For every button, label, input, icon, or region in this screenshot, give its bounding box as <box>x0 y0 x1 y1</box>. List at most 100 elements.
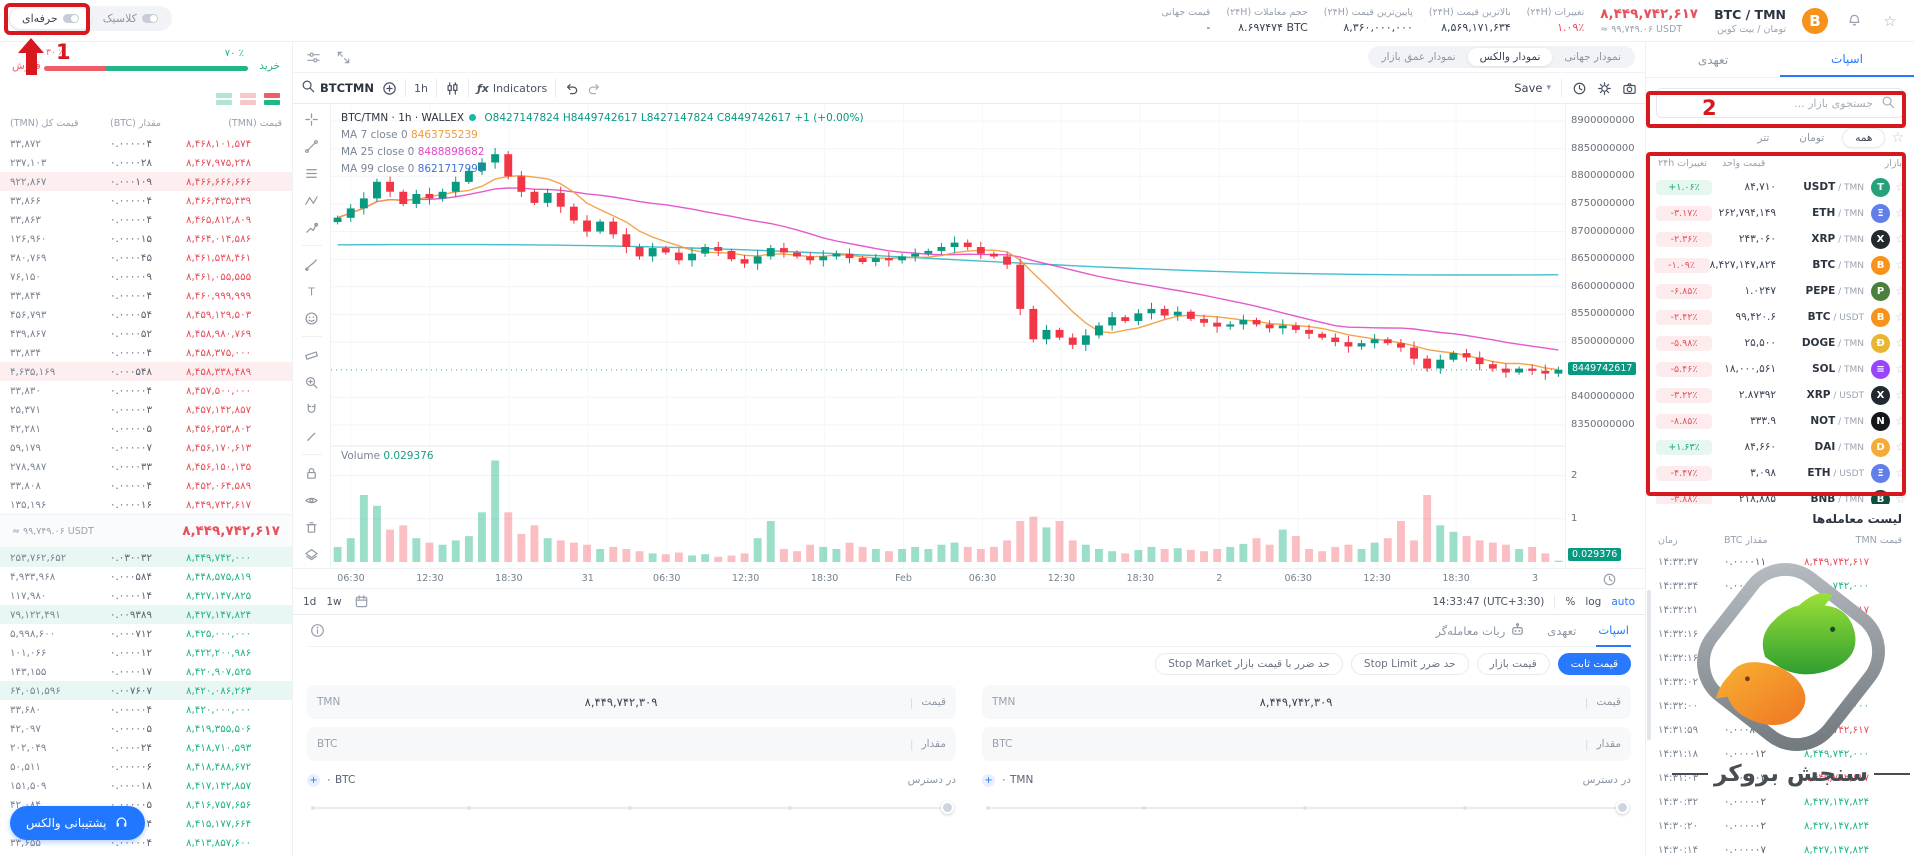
orderbook-row-sell[interactable]: ۸,۴۴۹,۷۴۲,۶۱۷ ۰.۰۰۰۰۱۶ ۱۳۵,۱۹۶ <box>10 498 252 511</box>
market-row-sol-tmn[interactable]: ☆ ≡ SOL / TMN ۱۸,۰۰۰,۵۶۱ -۵.۴۶٪ <box>1646 356 1914 382</box>
trend-tool-icon[interactable] <box>301 137 323 155</box>
expand-icon[interactable] <box>333 47 353 67</box>
form-tab-bot[interactable]: ربات معامله‌گر <box>1433 615 1527 648</box>
percent-scale-button[interactable]: % <box>1565 595 1576 608</box>
alert-icon[interactable] <box>1572 81 1587 96</box>
orderbook-row-buy[interactable]: ۸,۴۴۹,۷۴۲,۰۰۰ ۰.۰۳۰۰۳۲ ۲۵۳,۷۶۲,۶۵۲ <box>0 548 292 567</box>
buy-amount-slider[interactable] <box>986 799 1629 817</box>
log-scale-button[interactable]: log <box>1585 595 1602 608</box>
orderbook-row-sell[interactable]: ۸,۴۵۷,۵۰۰,۰۰۰ ۰.۰۰۰۰۰۴ ۳۳,۸۳۰ <box>10 384 252 397</box>
sell-slider-handle[interactable] <box>941 801 954 814</box>
orderbook-row-sell[interactable]: ۸,۴۶۶,۶۶۶,۶۶۶ ۰.۰۰۰۱۰۹ ۹۲۲,۸۶۷ <box>0 172 292 191</box>
layers-tool-icon[interactable] <box>301 545 323 563</box>
chart-canvas[interactable]: BTC/TMN · 1h · WALLEX O8427147824 H84497… <box>331 104 1565 568</box>
orderbook-row-buy[interactable]: ۸,۴۲۷,۱۴۷,۸۲۵ ۰.۰۰۰۰۱۴ ۱۱۷,۹۸۰ <box>10 589 252 602</box>
orderbook-row-sell[interactable]: ۸,۴۶۴,۰۱۴,۵۸۶ ۰.۰۰۰۰۱۵ ۱۲۶,۹۶۰ <box>10 232 252 245</box>
orderbook-row-sell[interactable]: ۸,۴۵۸,۹۸۰,۷۶۹ ۰.۰۰۰۰۵۲ ۴۳۹,۸۶۷ <box>10 327 252 340</box>
market-row-usdt-tmn[interactable]: ☆ T USDT / TMN ۸۴,۷۱۰ +۱.۰۶٪ <box>1646 174 1914 200</box>
market-row-bnb-tmn[interactable]: ☆ B BNB / TMN ۲۱۸,۸۸۵ -۳.۸۸٪ <box>1646 486 1914 504</box>
redo-button[interactable] <box>587 81 602 96</box>
range-1d-button[interactable]: 1d <box>303 595 317 608</box>
orderbook-row-buy[interactable]: ۸,۴۲۵,۰۰۰,۰۰۰ ۰.۰۰۰۷۱۲ ۵,۹۹۸,۶۰۰ <box>10 627 252 640</box>
market-row-btc-usdt[interactable]: ☆ B BTC / USDT ۹۹,۴۲۰.۶ -۲.۴۲٪ <box>1646 304 1914 330</box>
time-axis[interactable]: 06:30 12:30 18:30 31 06:30 12:30 18:30 Feb 06:30… <box>293 568 1645 588</box>
text-tool-icon[interactable]: T <box>301 282 323 300</box>
orderbook-row-sell[interactable]: ۸,۴۶۷,۹۷۵,۲۴۸ ۰.۰۰۰۰۲۸ ۲۳۷,۱۰۳ <box>10 156 252 169</box>
orderbook-row-buy[interactable]: ۸,۴۲۰,۰۰۰,۰۰۰ ۰.۰۰۰۰۰۴ ۳۳,۶۸۰ <box>10 703 252 716</box>
auto-scale-button[interactable]: auto <box>1611 595 1635 608</box>
market-row-btc-tmn[interactable]: ☆ B BTC / TMN ۸,۴۲۷,۱۴۷,۸۲۴ -۱.۰۹٪ <box>1646 252 1914 278</box>
order-type-limit[interactable]: قیمت ثابت <box>1557 653 1631 675</box>
support-button[interactable]: پشتیبانی والکس <box>10 806 146 840</box>
orderbook-row-sell[interactable]: ۸,۴۶۱,۵۳۸,۴۶۱ ۰.۰۰۰۰۴۵ ۳۸۰,۷۶۹ <box>10 251 252 264</box>
forecast-tool-icon[interactable] <box>301 218 323 236</box>
classic-mode-button[interactable]: کلاسیک <box>91 8 170 29</box>
star-icon[interactable]: ☆ <box>1895 440 1906 454</box>
current-price-row[interactable]: ۸,۴۴۹,۷۴۲,۶۱۷ ≈ ۹۹,۷۴۹.۰۶ USDT <box>0 514 292 548</box>
sell-amount-field[interactable]: مقدار | BTC <box>307 727 956 761</box>
orderbook-row-sell[interactable]: ۸,۴۶۸,۱۰۱,۵۷۴ ۰.۰۰۰۰۰۴ ۳۳,۸۷۲ <box>10 137 252 150</box>
save-button[interactable]: Save ▾ <box>1514 81 1551 95</box>
filter-toman[interactable]: تومان <box>1799 132 1825 144</box>
orderbook-row-sell[interactable]: ۸,۴۵۷,۱۴۲,۸۵۷ ۰.۰۰۰۰۰۳ ۲۵,۳۷۱ <box>10 403 252 416</box>
star-icon[interactable]: ☆ <box>1895 362 1906 376</box>
star-icon[interactable]: ☆ <box>1895 466 1906 480</box>
orderbook-row-buy[interactable]: ۸,۴۱۹,۳۵۵,۵۰۶ ۰.۰۰۰۰۰۵ ۴۲,۰۹۷ <box>10 722 252 735</box>
orderbook-row-buy[interactable]: ۸,۴۱۷,۱۴۲,۸۵۷ ۰.۰۰۰۰۱۸ ۱۵۱,۵۰۹ <box>10 779 252 792</box>
sell-price-field[interactable]: قیمت | ۸,۴۴۹,۷۴۲,۳۰۹ TMN <box>307 685 956 719</box>
clock-label[interactable]: 14:33:47 (UTC+3:30) <box>1432 595 1545 608</box>
calendar-icon[interactable] <box>352 592 372 612</box>
chart-settings-icon[interactable] <box>303 47 323 67</box>
eye-tool-icon[interactable] <box>301 491 323 509</box>
orderbook-row-sell[interactable]: ۸,۴۶۵,۸۱۲,۸۰۹ ۰.۰۰۰۰۰۴ ۳۳,۸۶۳ <box>10 213 252 226</box>
market-row-eth-usdt[interactable]: ☆ Ξ ETH / USDT ۳,۰۹۸ -۴.۴۷٪ <box>1646 460 1914 486</box>
star-icon[interactable]: ☆ <box>1895 232 1906 246</box>
scrollbar[interactable] <box>1647 590 1651 740</box>
orderbook-row-buy[interactable]: ۸,۴۲۰,۹۰۷,۵۲۵ ۰.۰۰۰۰۱۷ ۱۴۳,۱۵۵ <box>10 665 252 678</box>
trash-tool-icon[interactable] <box>301 518 323 536</box>
orderbook-row-sell[interactable]: ۸,۴۵۲,۰۶۴,۵۸۹ ۰.۰۰۰۰۰۴ ۳۳,۸۰۸ <box>10 479 252 492</box>
market-row-not-tmn[interactable]: ☆ N NOT / TMN ۳۳۳.۹ -۸.۸۵٪ <box>1646 408 1914 434</box>
filter-tether[interactable]: تتر <box>1757 132 1770 144</box>
orderbook-row-sell[interactable]: ۸,۴۶۱,۰۵۵,۵۵۵ ۰.۰۰۰۰۰۹ ۷۶,۱۵۰ <box>10 270 252 283</box>
timezone-icon[interactable] <box>1602 572 1617 590</box>
undo-button[interactable] <box>564 81 579 96</box>
orderbook-row-buy[interactable]: ۸,۴۴۸,۵۷۵,۸۱۹ ۰.۰۰۰۵۸۴ ۴,۹۳۳,۹۶۸ <box>10 570 252 583</box>
form-tab-margin[interactable]: تعهدی <box>1547 623 1577 638</box>
tab-global-chart[interactable]: نمودار جهانی <box>1564 51 1621 63</box>
market-row-eth-tmn[interactable]: ☆ Ξ ETH / TMN ۲۶۲,۷۹۴,۱۴۹ -۳.۱۷٪ <box>1646 200 1914 226</box>
buy-amount-field[interactable]: مقدار | BTC <box>982 727 1631 761</box>
orderbook-row-sell[interactable]: ۸,۴۵۸,۳۷۵,۰۰۰ ۰.۰۰۰۰۰۴ ۳۳,۸۳۴ <box>10 346 252 359</box>
deposit-plus-icon[interactable]: + <box>307 773 320 787</box>
tab-spot[interactable]: اسپات <box>1780 42 1914 77</box>
order-type-stop-market[interactable]: حد ضرر با قیمت بازار Stop Market <box>1155 653 1343 675</box>
buy-slider-handle[interactable] <box>1616 801 1629 814</box>
tab-wallex-chart[interactable]: نمودار والکس <box>1467 48 1553 66</box>
pro-mode-button[interactable]: حرفه‌ای <box>10 8 91 29</box>
deposit-plus-icon[interactable]: + <box>982 773 995 787</box>
filter-all[interactable]: همه <box>1842 128 1886 148</box>
orderbook-row-buy[interactable]: ۸,۴۲۷,۱۴۷,۸۲۴ ۰.۰۰۹۳۸۹ ۷۹,۱۲۲,۴۹۱ <box>0 605 292 624</box>
market-row-xrp-usdt[interactable]: ☆ X XRP / USDT ۲.۸۷۳۹۲ -۳.۲۲٪ <box>1646 382 1914 408</box>
buy-price-field[interactable]: قیمت | ۸,۴۴۹,۷۴۲,۳۰۹ TMN <box>982 685 1631 719</box>
tab-margin[interactable]: تعهدی <box>1697 52 1729 67</box>
emoji-tool-icon[interactable] <box>301 309 323 327</box>
lock-tool-icon[interactable] <box>301 464 323 482</box>
orderbook-row-buy[interactable]: ۸,۴۲۰,۰۸۶,۲۶۳ ۰.۰۰۷۶۰۷ ۶۴,۰۵۱,۵۹۶ <box>0 681 292 700</box>
orderbook-row-sell[interactable]: ۸,۴۵۶,۱۷۰,۶۱۳ ۰.۰۰۰۰۰۷ ۵۹,۱۷۹ <box>10 441 252 454</box>
form-tab-spot[interactable]: اسپات <box>1596 615 1631 647</box>
orderbook-row-sell[interactable]: ۸,۴۵۹,۱۲۹,۵۰۳ ۰.۰۰۰۰۵۴ ۴۵۶,۷۹۳ <box>10 308 252 321</box>
view-both-icon[interactable] <box>264 91 280 107</box>
market-row-dai-tmn[interactable]: ☆ D DAI / TMN ۸۴,۶۶۰ +۱.۶۳٪ <box>1646 434 1914 460</box>
camera-icon[interactable] <box>1622 81 1637 96</box>
market-row-pepe-tmn[interactable]: ☆ P PEPE / TMN ۱.۰۲۴۷ -۶.۸۵٪ <box>1646 278 1914 304</box>
star-icon[interactable]: ☆ <box>1895 414 1906 428</box>
orderbook-row-buy[interactable]: ۸,۴۱۸,۴۸۸,۶۷۲ ۰.۰۰۰۰۰۶ ۵۰,۵۱۱ <box>10 760 252 773</box>
indicators-button[interactable]: ƒx Indicators <box>476 81 548 95</box>
orderbook-row-sell[interactable]: ۸,۴۵۸,۳۳۸,۴۸۹ ۰.۰۰۰۵۴۸ ۴,۶۳۵,۱۶۹ <box>0 362 292 381</box>
orderbook-row-sell[interactable]: ۸,۴۵۶,۲۵۳,۸۰۲ ۰.۰۰۰۰۰۵ ۴۲,۲۸۱ <box>10 422 252 435</box>
magnet-tool-icon[interactable] <box>301 400 323 418</box>
view-buys-icon[interactable] <box>216 91 232 107</box>
order-type-stop-limit[interactable]: حد ضرر Stop Limit <box>1350 653 1469 675</box>
interval-button[interactable]: 1h <box>413 81 428 95</box>
